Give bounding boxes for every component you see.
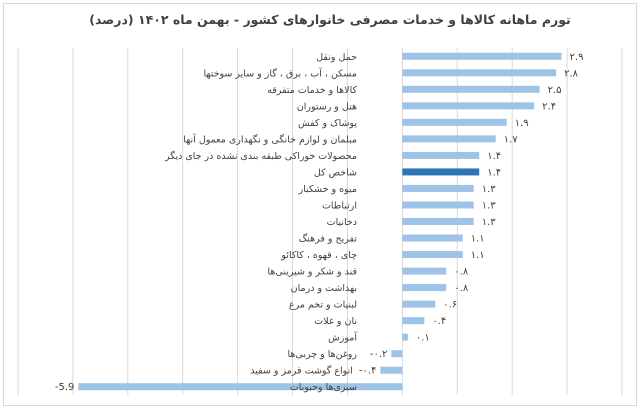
bar bbox=[402, 234, 463, 242]
category-label: هتل و رستوران bbox=[297, 101, 357, 112]
category-label: مبلمان و لوازم خانگی و نگهداری معمول آنه… bbox=[183, 132, 357, 145]
data-label: ۰.۱ bbox=[416, 333, 430, 344]
category-label: لبنیات و تخم مرغ bbox=[289, 300, 357, 311]
data-label: ۰.۴ bbox=[432, 316, 446, 327]
data-label: ۲.۵ bbox=[548, 85, 562, 96]
bar bbox=[380, 366, 403, 374]
bar bbox=[402, 284, 447, 292]
chart-frame bbox=[3, 3, 637, 406]
data-label: ۱.۹ bbox=[515, 118, 529, 129]
data-label: ۰.۶ bbox=[443, 300, 457, 311]
bar bbox=[402, 201, 474, 209]
category-label: پوشاک و کفش bbox=[298, 118, 357, 129]
chart-title: تورم ماهانه کالاها و خدمات مصرفی خانواره… bbox=[89, 12, 570, 28]
bar bbox=[402, 317, 425, 325]
category-label: میوه و خشکبار bbox=[298, 184, 357, 195]
category-label: بهداشت و درمان bbox=[291, 283, 357, 294]
category-label: ارتباطات bbox=[322, 200, 357, 211]
bar bbox=[402, 251, 463, 259]
category-label: محصولات خوراکی طبقه بندی نشده در جای دیگ… bbox=[164, 150, 357, 162]
category-label: چای ، قهوه ، کاکائو bbox=[280, 250, 357, 261]
bar bbox=[402, 333, 408, 341]
data-label: ۱.۳ bbox=[482, 200, 497, 211]
data-label: ۱.۳ bbox=[482, 217, 497, 228]
category-label: شاخص کل bbox=[314, 167, 357, 178]
category-label: مسکن ، آب ، برق ، گاز و سایر سوختها bbox=[204, 66, 357, 79]
data-label: ۱.۳ bbox=[482, 184, 497, 195]
category-label: سبزی‌ها وحبوبات bbox=[290, 382, 357, 393]
bar bbox=[402, 151, 480, 159]
category-label: روغن‌ها و چربی‌ها bbox=[288, 349, 358, 360]
bar bbox=[402, 85, 540, 93]
category-label: نان و غلات bbox=[314, 316, 357, 327]
category-label: دخانیات bbox=[327, 217, 357, 228]
data-label: ۱.۴ bbox=[487, 167, 501, 178]
bar bbox=[402, 168, 480, 176]
data-label: ۰.۸ bbox=[454, 283, 469, 294]
data-label: ۰.۸ bbox=[454, 267, 469, 278]
bar bbox=[402, 300, 436, 308]
data-label: ۱.۷ bbox=[504, 134, 519, 145]
bar bbox=[402, 184, 474, 192]
bar bbox=[402, 118, 507, 126]
data-label: -۰.۴ bbox=[359, 366, 377, 377]
bar bbox=[402, 267, 447, 275]
data-label: ۱.۴ bbox=[487, 151, 501, 162]
category-label: کالاها و خدمات متفرقه bbox=[267, 85, 357, 96]
data-label: ۲.۴ bbox=[542, 101, 556, 112]
bar bbox=[402, 218, 474, 225]
data-label: -5.9 bbox=[55, 382, 75, 393]
category-label: قند و شکر و شیرینی‌ها bbox=[268, 267, 358, 278]
bar bbox=[78, 383, 403, 391]
category-label: حمل ونقل bbox=[316, 52, 357, 63]
data-label: ۲.۸ bbox=[564, 68, 579, 79]
bar bbox=[402, 102, 535, 110]
data-label: -۰.۲ bbox=[370, 349, 388, 360]
data-label: ۱.۱ bbox=[471, 234, 485, 245]
bar bbox=[402, 135, 496, 143]
category-label: تفریح و فرهنگ bbox=[299, 233, 358, 245]
bar bbox=[402, 52, 562, 60]
bar bbox=[391, 350, 403, 358]
data-label: ۲.۹ bbox=[570, 52, 584, 63]
category-label: انواع گوشت قرمز و سفید bbox=[250, 365, 353, 377]
category-label: آموزش bbox=[328, 331, 357, 344]
data-label: ۱.۱ bbox=[471, 250, 485, 261]
bar bbox=[402, 69, 557, 77]
